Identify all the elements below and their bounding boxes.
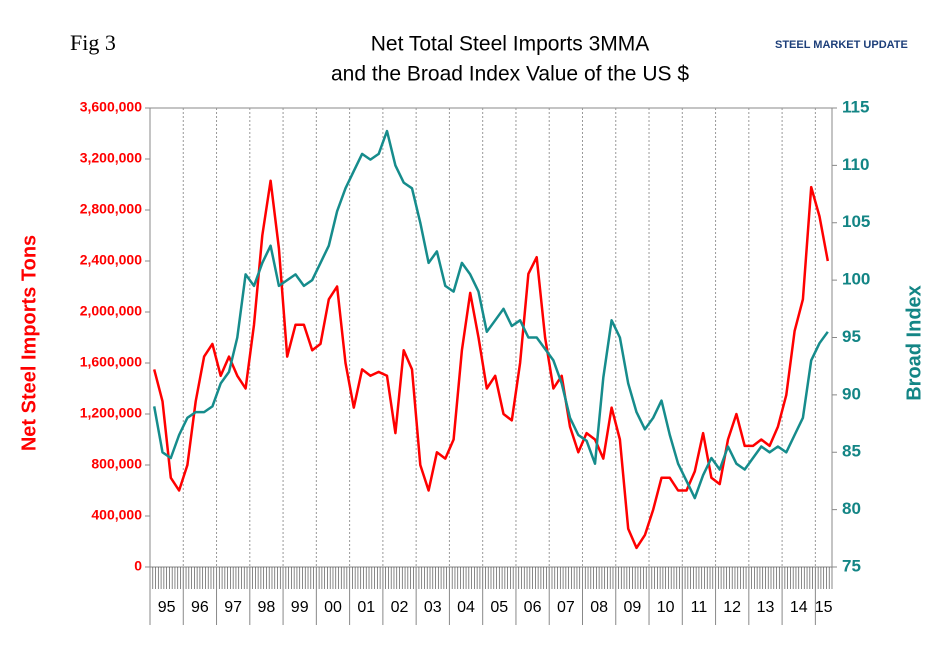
x-tick-label: 08: [590, 599, 608, 616]
y2-tick-label: 75: [842, 556, 861, 575]
y-tick-label: 800,000: [91, 456, 142, 472]
y2-tick-label: 95: [842, 327, 861, 346]
y2-tick-label: 105: [842, 212, 870, 231]
y-axis-label: Net Steel Imports Tons: [18, 235, 40, 451]
y-tick-label: 3,600,000: [80, 99, 142, 115]
series-line: [152, 179, 830, 550]
x-tick-label: 99: [291, 599, 309, 616]
y2-tick-label: 115: [842, 97, 869, 116]
x-tick-label: 96: [191, 599, 209, 616]
minor-ticks: [149, 567, 833, 589]
x-tick-label: 07: [557, 599, 575, 616]
x-tick-label: 04: [457, 599, 475, 616]
chart-title: and the Broad Index Value of the US $: [331, 63, 689, 86]
x-tick-label: 00: [324, 599, 342, 616]
x-tick-label: 02: [391, 599, 409, 616]
x-tick-label: 15: [815, 599, 833, 616]
x-tick-label: 95: [158, 599, 176, 616]
y2-tick-label: 100: [842, 270, 870, 289]
x-tick-label: 10: [657, 599, 675, 616]
x-tick-label: 14: [790, 599, 808, 616]
chart-title: Net Total Steel Imports 3MMA: [371, 33, 650, 56]
fig-label: Fig 3: [70, 30, 116, 55]
y-tick-label: 1,200,000: [80, 405, 142, 421]
x-tick-label: 13: [757, 599, 775, 616]
x-tick-label: 01: [357, 599, 375, 616]
y2-tick-label: 80: [842, 499, 861, 518]
x-tick-label: 03: [424, 599, 442, 616]
x-tick-label: 98: [258, 599, 276, 616]
y2-tick-label: 85: [842, 442, 861, 461]
y2-tick-label: 110: [842, 155, 869, 174]
y-tick-label: 0: [134, 558, 142, 574]
x-tick-label: 11: [691, 599, 708, 616]
y2-axis-label: Broad Index: [903, 285, 925, 401]
series-line: [152, 129, 829, 500]
y-tick-label: 2,000,000: [80, 303, 142, 319]
y-tick-label: 2,400,000: [80, 252, 142, 268]
y-tick-label: 400,000: [91, 507, 142, 523]
x-tick-label: 09: [623, 599, 641, 616]
y-tick-label: 1,600,000: [80, 354, 142, 370]
y-tick-label: 3,200,000: [80, 150, 142, 166]
y-tick-label: 2,800,000: [80, 201, 142, 217]
logo: STEEL MARKET UPDATE: [775, 39, 908, 51]
x-tick-label: 06: [524, 599, 542, 616]
x-tick-label: 12: [723, 599, 741, 616]
x-tick-label: 05: [490, 599, 508, 616]
y2-tick-label: 90: [842, 384, 861, 403]
x-tick-label: 97: [224, 599, 242, 616]
